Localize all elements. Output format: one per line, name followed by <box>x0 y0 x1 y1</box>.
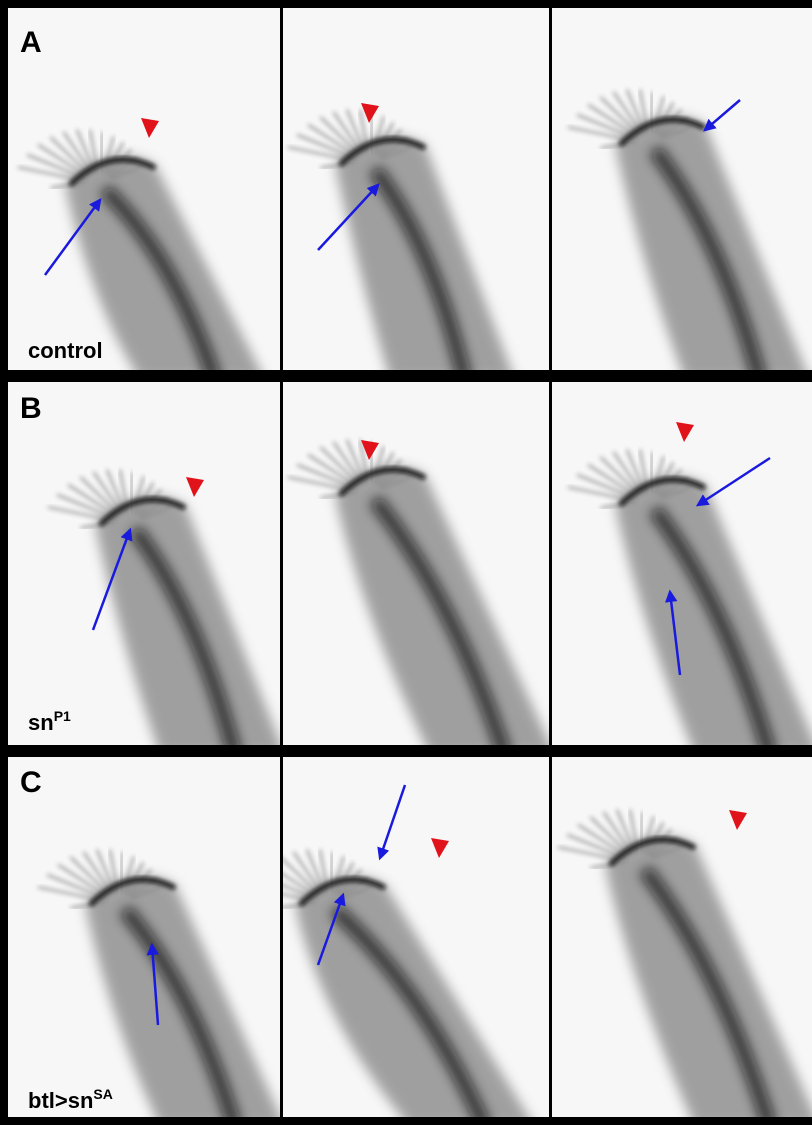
micrograph-panel <box>283 8 549 370</box>
blue-arrow <box>91 527 133 631</box>
blue-arrow <box>317 183 380 251</box>
red-arrowhead <box>361 440 379 460</box>
condition-superscript: P1 <box>54 708 71 724</box>
cell-edge <box>618 477 707 507</box>
micrograph-panel <box>8 382 280 745</box>
filopodium <box>37 144 89 178</box>
cell-edge <box>68 157 157 187</box>
condition-label: btl>snSA <box>28 1086 113 1113</box>
cell-edge <box>608 837 697 867</box>
cell-core <box>649 145 765 370</box>
filopodium <box>283 873 319 898</box>
cell-edge <box>98 497 187 527</box>
filopodium <box>57 864 109 898</box>
cell-edge <box>338 137 427 167</box>
condition-superscript: SA <box>93 1086 112 1102</box>
red-arrowhead <box>141 118 159 138</box>
red-arrowhead <box>431 838 449 858</box>
micrograph-panel <box>8 757 280 1117</box>
cell-core <box>100 184 219 370</box>
condition-label: snP1 <box>28 708 71 735</box>
cell-core <box>129 525 240 745</box>
cell-edge <box>618 117 707 147</box>
condition-base: sn <box>28 710 54 735</box>
filopodium <box>577 824 629 858</box>
filopodium <box>587 464 639 498</box>
filopodium <box>307 124 359 158</box>
micrograph-panel <box>283 757 549 1117</box>
micrograph-panel <box>283 382 549 745</box>
panel-letter: C <box>20 766 42 799</box>
cell-core <box>639 865 775 1117</box>
cell-core <box>649 505 775 745</box>
condition-base: control <box>28 338 103 363</box>
blue-arrow <box>316 892 346 966</box>
micrograph-panel <box>552 757 812 1117</box>
panel-letter: A <box>20 26 42 59</box>
blue-arrow <box>664 589 682 676</box>
blue-arrow <box>377 784 407 861</box>
panel-letter: B <box>20 392 42 425</box>
filopodium <box>587 104 639 138</box>
cell-core <box>369 165 470 370</box>
cell-edge <box>298 877 387 907</box>
micrograph-panel <box>552 8 812 370</box>
blue-arrow <box>703 99 741 132</box>
cell-edge <box>88 877 177 907</box>
red-arrowhead <box>361 103 379 123</box>
blue-arrow <box>695 456 771 507</box>
red-arrowhead <box>676 422 694 442</box>
micrograph-panel <box>552 382 812 745</box>
condition-base: btl>sn <box>28 1088 93 1113</box>
filopodium <box>307 454 359 488</box>
blue-arrow <box>146 942 160 1026</box>
red-arrowhead <box>186 477 204 497</box>
cell-edge <box>338 467 427 497</box>
micrograph-panel <box>8 8 280 370</box>
red-arrowhead <box>729 810 747 830</box>
cell-core <box>330 904 489 1117</box>
cell-core <box>119 905 240 1117</box>
cell-core <box>369 495 509 745</box>
panels <box>8 8 812 1117</box>
blue-arrow <box>43 197 102 276</box>
filopodium <box>67 484 119 518</box>
condition-label: control <box>28 338 103 363</box>
